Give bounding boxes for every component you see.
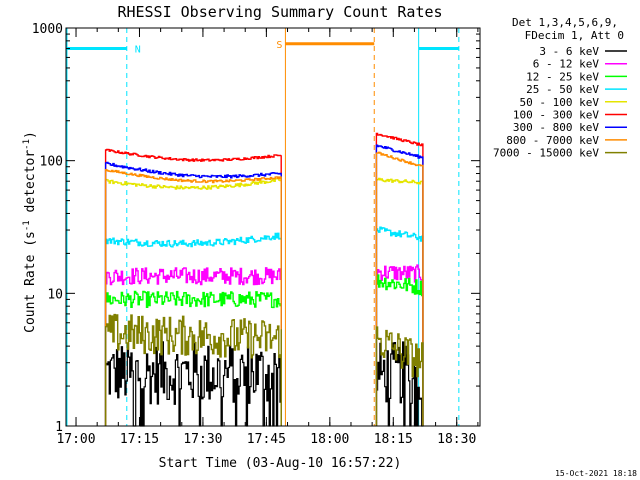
x-tick-label: 17:30 (183, 432, 222, 447)
series-line-1-seg2 (375, 264, 424, 426)
svg-text:Count Rate (s-1 detector-1): Count Rate (s-1 detector-1) (22, 131, 38, 333)
legend-entry-label: 12 - 25 keV (526, 70, 599, 83)
legend-entry-label: 25 - 50 keV (526, 83, 599, 96)
series-line-4-seg2 (375, 177, 424, 426)
legend-entry-label: 800 - 7000 keV (506, 134, 599, 147)
y-axis-label-main: Count Rate (s (23, 231, 38, 333)
y-axis-label-sup1: -1 (22, 220, 32, 231)
legend-header-1: Det 1,3,4,5,6,9, (512, 16, 618, 29)
series-line-2-seg1 (104, 290, 282, 426)
legend-entry-label: 100 - 300 keV (513, 109, 599, 122)
x-axis-label: Start Time (03-Aug-10 16:57:22) (159, 456, 402, 471)
y-tick-label: 10 (47, 287, 63, 302)
series-line-3-seg2 (375, 226, 424, 426)
y-tick-label: 1000 (32, 22, 63, 37)
y-axis-label-sup2: -1 (22, 139, 32, 150)
x-tick-label: 17:00 (56, 432, 95, 447)
y-axis-label-mid: detector (23, 150, 38, 221)
plot-frame (65, 27, 481, 427)
series-line-2-seg2 (375, 274, 424, 426)
chart-title: RHESSI Observing Summary Count Rates (117, 3, 442, 21)
series-line-7-seg2 (375, 151, 424, 426)
series-line-6-seg1 (104, 161, 282, 426)
y-axis-label: Count Rate (s-1 detector-1) (22, 131, 38, 333)
y-axis-label-end: ) (23, 131, 38, 139)
x-tick-label: 17:15 (120, 432, 159, 447)
timestamp: 15-Oct-2021 18:18 (555, 469, 637, 478)
legend-entry-label: 3 - 6 keV (539, 45, 599, 58)
x-tick-label: 18:15 (374, 432, 413, 447)
series-line-6-seg2 (375, 144, 424, 426)
series-line-8-seg2 (375, 326, 424, 426)
series-line-3-seg1 (104, 232, 282, 426)
legend-header-2: FDecim 1, Att 0 (525, 29, 624, 42)
legend-entry-label: 7000 - 15000 keV (493, 147, 599, 160)
series-line-5-seg2 (375, 132, 424, 426)
legend-entry-label: 6 - 12 keV (533, 58, 600, 71)
series-line-1-seg1 (104, 267, 282, 426)
legend-entry-label: 50 - 100 keV (520, 96, 600, 109)
y-tick-label: 1 (55, 420, 63, 435)
x-tick-label: 18:30 (437, 432, 476, 447)
series-line-7-seg1 (104, 169, 282, 426)
x-tick-label: 18:00 (310, 432, 349, 447)
series-line-5-seg1 (104, 148, 282, 426)
x-tick-label: 17:45 (247, 432, 286, 447)
series-line-0-seg1 (105, 341, 282, 427)
flag-n-label: N (135, 45, 141, 56)
legend: Det 1,3,4,5,6,9, FDecim 1, Att 0 3 - 6 k… (493, 16, 627, 160)
series-line-8-seg1 (104, 313, 282, 426)
series-line-4-seg1 (104, 178, 282, 426)
axis-ticks: 17:00 17:15 17:30 17:45 18:00 18:15 18:30 1 10 10… (32, 22, 480, 447)
legend-entry-label: 300 - 800 keV (513, 121, 599, 134)
y-tick-label: 100 (40, 155, 63, 170)
flag-s-label: S (276, 40, 282, 51)
